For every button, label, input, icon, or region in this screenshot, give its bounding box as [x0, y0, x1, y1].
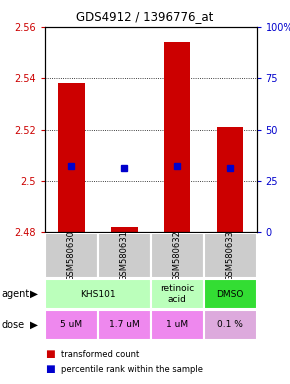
Text: agent: agent [1, 289, 30, 299]
Text: ■: ■ [45, 364, 55, 374]
Bar [204, 233, 257, 278]
Text: GSM580632: GSM580632 [173, 230, 182, 281]
Bar [204, 310, 257, 340]
Bar [151, 310, 204, 340]
Bar [111, 227, 137, 232]
Text: 1 uM: 1 uM [166, 320, 188, 329]
Text: GSM580633: GSM580633 [226, 230, 235, 281]
Text: 0.1 %: 0.1 % [217, 320, 243, 329]
Bar [58, 83, 85, 232]
Bar [45, 279, 151, 309]
Bar [45, 310, 98, 340]
Bar [217, 127, 243, 232]
Bar [151, 233, 204, 278]
Text: ■: ■ [45, 349, 55, 359]
Bar [45, 233, 98, 278]
Text: 1.7 uM: 1.7 uM [109, 320, 140, 329]
Text: GDS4912 / 1396776_at: GDS4912 / 1396776_at [76, 10, 214, 23]
Bar [151, 279, 204, 309]
Text: DMSO: DMSO [217, 290, 244, 299]
Bar [164, 42, 191, 232]
Text: transformed count: transformed count [61, 350, 139, 359]
Text: GSM580630: GSM580630 [67, 230, 76, 281]
Text: ▶: ▶ [30, 320, 38, 330]
Text: ▶: ▶ [30, 289, 38, 299]
Text: percentile rank within the sample: percentile rank within the sample [61, 365, 203, 374]
Text: GSM580631: GSM580631 [120, 230, 129, 281]
Text: 5 uM: 5 uM [60, 320, 82, 329]
Text: dose: dose [1, 320, 25, 330]
Bar [204, 279, 257, 309]
Bar [98, 310, 151, 340]
Bar [98, 233, 151, 278]
Text: retinoic
acid: retinoic acid [160, 285, 194, 304]
Text: KHS101: KHS101 [80, 290, 116, 299]
